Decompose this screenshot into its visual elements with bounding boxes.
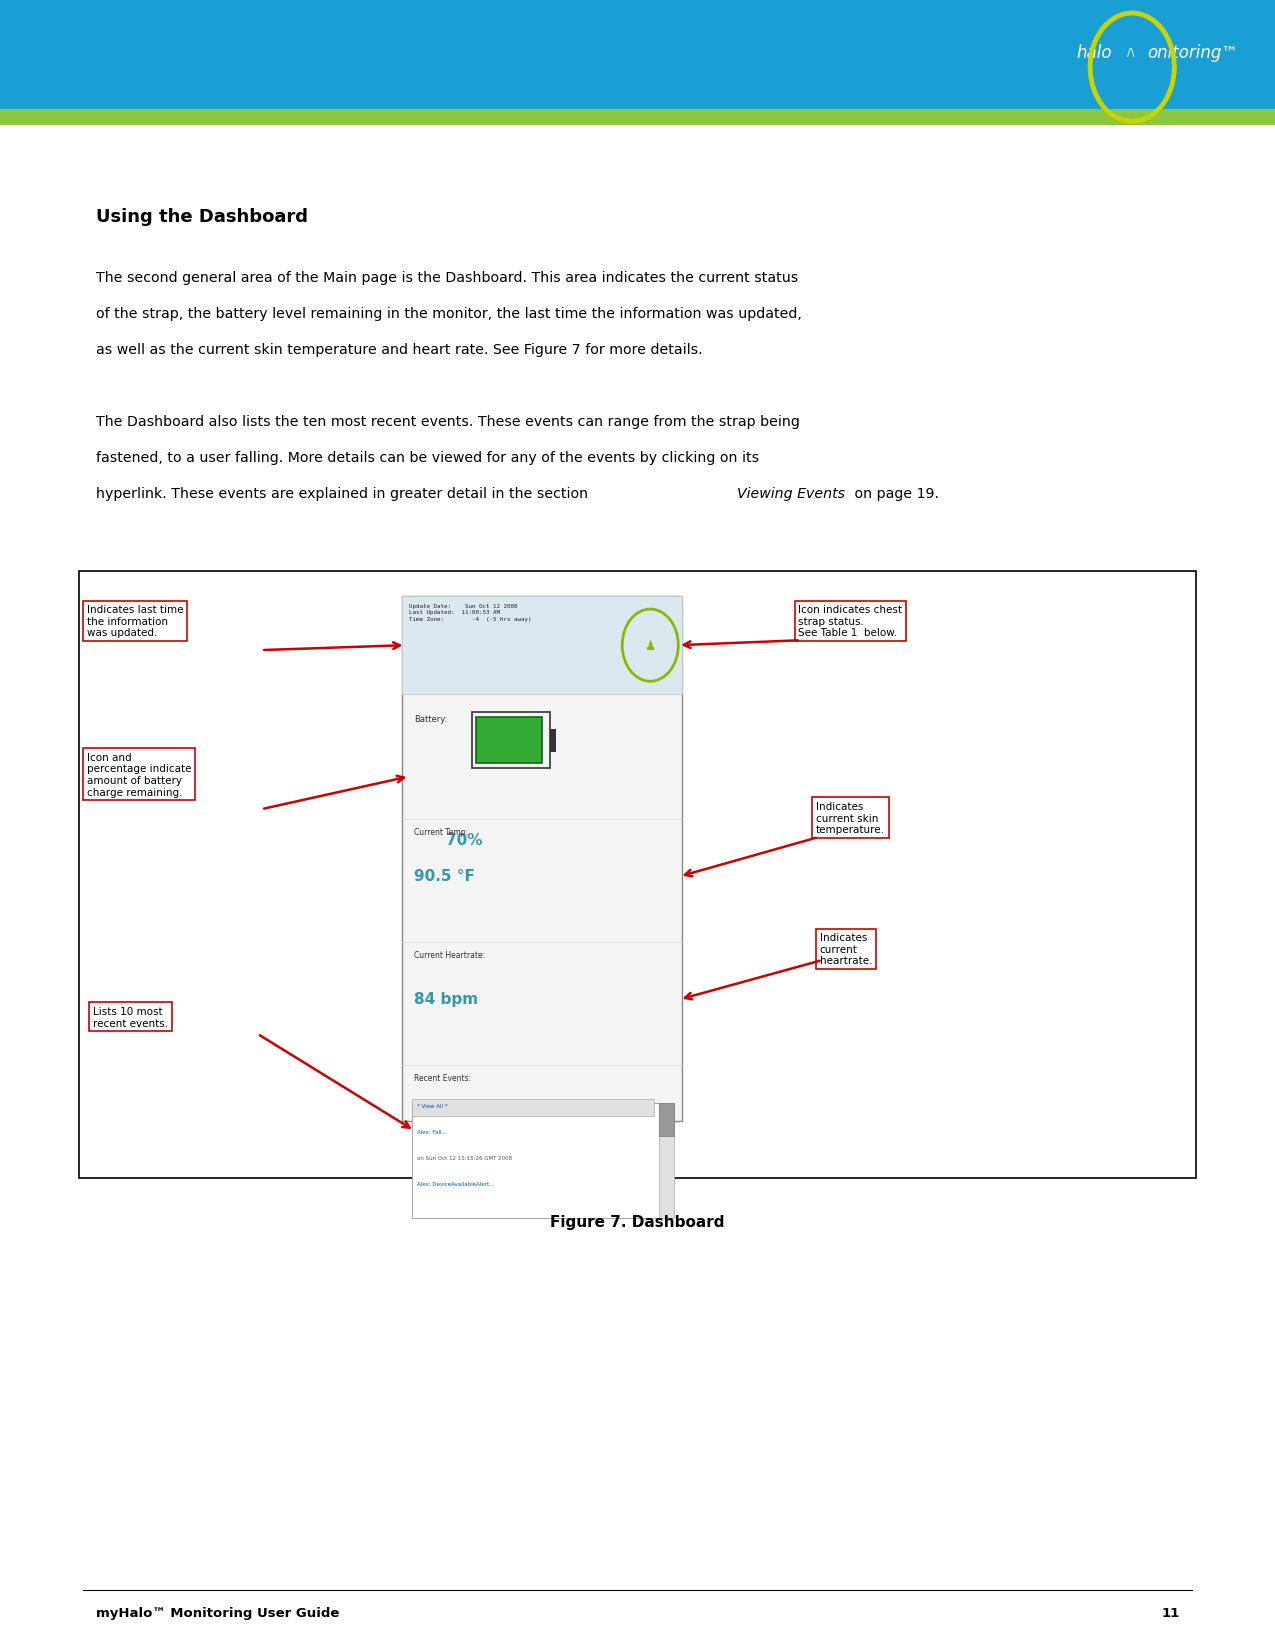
FancyBboxPatch shape	[402, 597, 682, 695]
FancyBboxPatch shape	[550, 729, 556, 752]
FancyBboxPatch shape	[0, 110, 1275, 126]
Text: Recent Events:: Recent Events:	[414, 1074, 472, 1082]
FancyBboxPatch shape	[79, 572, 1196, 1178]
Text: Figure 7. Dashboard: Figure 7. Dashboard	[551, 1214, 724, 1229]
Text: Update Date:    Sun Oct 12 2008
Last Updated:  11:00:53 AM
Time Zone:        -4 : Update Date: Sun Oct 12 2008 Last Update…	[409, 603, 532, 621]
Text: * View All *: * View All *	[417, 1103, 448, 1108]
Text: 84 bpm: 84 bpm	[414, 992, 478, 1006]
Text: Lists 10 most
recent events.: Lists 10 most recent events.	[93, 1006, 168, 1028]
Text: on Sun Oct 12 15:15:26 GMT 2008: on Sun Oct 12 15:15:26 GMT 2008	[417, 1155, 513, 1160]
Text: fastened, to a user falling. More details can be viewed for any of the events by: fastened, to a user falling. More detail…	[96, 451, 759, 465]
FancyBboxPatch shape	[412, 1100, 654, 1116]
FancyBboxPatch shape	[412, 1103, 660, 1218]
Text: Battery:: Battery:	[414, 715, 448, 723]
Text: halo: halo	[1076, 44, 1112, 62]
FancyBboxPatch shape	[659, 1103, 674, 1136]
Text: Viewing Events: Viewing Events	[737, 487, 845, 502]
Text: on page 19.: on page 19.	[850, 487, 940, 502]
Text: onitoring™: onitoring™	[1148, 44, 1238, 62]
Text: of the strap, the battery level remaining in the monitor, the last time the info: of the strap, the battery level remainin…	[96, 306, 802, 321]
Text: Indicates
current
heartrate.: Indicates current heartrate.	[820, 933, 872, 965]
Text: 70%: 70%	[446, 833, 483, 847]
Text: Indicates
current skin
temperature.: Indicates current skin temperature.	[816, 801, 885, 834]
FancyBboxPatch shape	[659, 1103, 674, 1218]
Text: Icon indicates chest
strap status.
See Table 1  below.: Icon indicates chest strap status. See T…	[798, 605, 903, 638]
Text: Icon and
percentage indicate
amount of battery
charge remaining.: Icon and percentage indicate amount of b…	[87, 752, 191, 797]
FancyBboxPatch shape	[476, 718, 542, 764]
Text: Current Heartrate:: Current Heartrate:	[414, 951, 486, 959]
Text: Alex: DeviceAvailableAlert...: Alex: DeviceAvailableAlert...	[417, 1182, 495, 1187]
Text: Indicates last time
the information
was updated.: Indicates last time the information was …	[87, 605, 184, 638]
Text: Current Temp:: Current Temp:	[414, 828, 468, 836]
Text: /\: /\	[1127, 48, 1135, 57]
Text: Using the Dashboard: Using the Dashboard	[96, 208, 307, 226]
FancyBboxPatch shape	[0, 0, 1275, 110]
Text: Alex: Fall...: Alex: Fall...	[417, 1129, 446, 1134]
Text: The Dashboard also lists the ten most recent events. These events can range from: The Dashboard also lists the ten most re…	[96, 415, 799, 429]
Text: ♟: ♟	[645, 639, 655, 652]
Text: hyperlink. These events are explained in greater detail in the section: hyperlink. These events are explained in…	[96, 487, 593, 502]
Text: myHalo™ Monitoring User Guide: myHalo™ Monitoring User Guide	[96, 1606, 339, 1619]
Text: The second general area of the Main page is the Dashboard. This area indicates t: The second general area of the Main page…	[96, 270, 798, 285]
Text: 90.5 °F: 90.5 °F	[414, 869, 476, 883]
FancyBboxPatch shape	[402, 597, 682, 1121]
Text: as well as the current skin temperature and heart rate. See Figure 7 for more de: as well as the current skin temperature …	[96, 343, 703, 357]
Text: 11: 11	[1162, 1606, 1179, 1619]
